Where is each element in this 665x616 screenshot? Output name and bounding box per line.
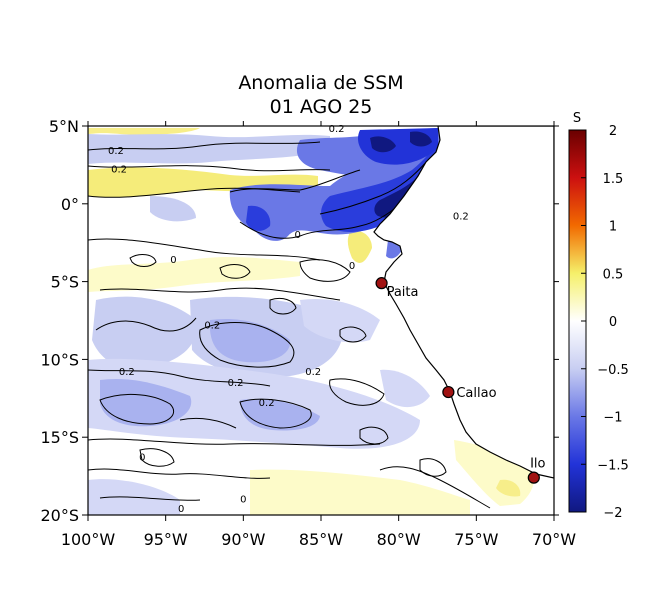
- contour-label: 0: [240, 495, 246, 506]
- colorbar-axis: 2 1.5 1 0.5 0 −0.5 −1 −1.5 −2: [581, 124, 629, 521]
- colorbar-tick-label: −1.5: [597, 458, 629, 473]
- lon-tick-label: 85°W: [299, 530, 343, 549]
- contour-label: 0.2: [119, 367, 135, 378]
- south-america-land: [373, 126, 554, 479]
- contour-label: 0.2: [329, 124, 345, 135]
- contour-labels: 0.2 0.2 0.2 0 0 0 0.2 0.2 0.2 0.2 0.2 0 0 0 0.2: [108, 124, 469, 515]
- city-markers: Paita Callao Ilo: [375, 277, 546, 484]
- light-negative-patches: [88, 134, 430, 515]
- colorbar-tick-label: −0.5: [597, 363, 629, 378]
- contour-label: 0: [295, 230, 301, 241]
- colorbar-tick-label: 0: [609, 315, 617, 330]
- lat-tick-label: 5°N: [49, 117, 79, 136]
- colorbar-tick-label: 2: [609, 124, 617, 139]
- lat-tick-label: 5°S: [51, 273, 79, 292]
- contour-label: 0.2: [108, 146, 124, 157]
- map-date: 01 AGO 25: [269, 96, 373, 118]
- longitude-axis: 100°W 95°W 90°W 85°W 80°W 75°W 70°W: [61, 121, 576, 549]
- contour-label: 0: [178, 504, 184, 515]
- lat-tick-label: 20°S: [40, 506, 79, 525]
- plot-area: [88, 126, 554, 515]
- contour-label: 0.2: [259, 398, 275, 409]
- map-title: Anomalia de SSM: [238, 72, 404, 94]
- lon-tick-label: 70°W: [532, 530, 576, 549]
- latitude-axis: 5°N 0° 5°S 10°S 15°S 20°S: [40, 117, 559, 525]
- lat-tick-label: 0°: [61, 195, 79, 214]
- colorbar-tick-label: 1.5: [603, 172, 624, 187]
- colorbar-tick-label: 0.5: [603, 267, 624, 282]
- positive-anomaly-patches: [88, 128, 535, 515]
- contour-label: 0.2: [111, 165, 127, 176]
- colorbar-tick-label: −2: [603, 506, 622, 521]
- contour-label: 0.2: [228, 378, 244, 389]
- city-label: Paita: [387, 285, 419, 300]
- contour-label: 0.2: [453, 211, 469, 222]
- lat-tick-label: 10°S: [40, 350, 79, 369]
- lon-tick-label: 95°W: [144, 530, 188, 549]
- lon-tick-label: 90°W: [221, 530, 265, 549]
- lon-tick-label: 80°W: [377, 530, 421, 549]
- colorbar-tick-label: −1: [603, 411, 622, 426]
- lon-tick-label: 100°W: [61, 530, 116, 549]
- contour-label: 0: [170, 255, 176, 266]
- contour-lines: [88, 141, 491, 509]
- city-marker: [442, 385, 455, 399]
- city-label: Ilo: [530, 457, 545, 472]
- contour-label: 0.2: [305, 367, 321, 378]
- strong-negative-region: [229, 128, 440, 259]
- city-marker: [375, 277, 388, 290]
- contour-label: 0: [139, 453, 145, 464]
- lon-tick-label: 75°W: [454, 530, 498, 549]
- colorbar-tick-label: 1: [609, 220, 617, 235]
- contour-label: 0.2: [204, 320, 220, 331]
- contour-label: 0: [349, 261, 355, 272]
- city-marker: [527, 471, 540, 484]
- city-label: Callao: [456, 386, 496, 401]
- colorbar-unit-label: S: [573, 111, 581, 126]
- lat-tick-label: 15°S: [40, 428, 79, 447]
